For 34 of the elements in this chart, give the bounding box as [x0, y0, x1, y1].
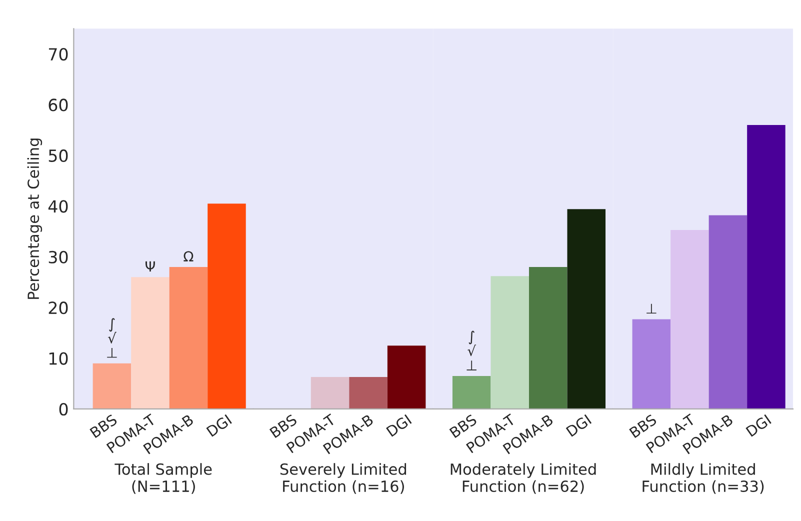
bar: [92, 363, 132, 409]
y-tick-label: 30: [48, 250, 68, 264]
bar: [528, 266, 568, 409]
y-tick-label: 0: [59, 402, 68, 416]
bar: [632, 319, 671, 409]
annotation: ∫ √ ⊥: [466, 330, 476, 370]
annotation: ⊥: [646, 304, 656, 314]
bar: [490, 276, 529, 409]
x-tick-label: DGI: [386, 414, 412, 437]
bar: [747, 125, 786, 409]
x-tick-label: DGI: [566, 414, 592, 437]
bar: [452, 376, 491, 409]
annotation: Ω: [184, 251, 194, 262]
y-tick-label: 70: [48, 48, 68, 61]
y-tick-label: 40: [48, 200, 68, 213]
x-axis-title: Total Sample (N=111): [114, 463, 212, 494]
y-tick-label: 10: [49, 352, 68, 365]
bar: [131, 277, 170, 409]
bar: [169, 266, 208, 409]
bar: [708, 215, 748, 409]
bar: [208, 204, 246, 409]
y-tick-label: 60: [48, 98, 68, 112]
x-axis-title: Mildly Limited Function (n=33): [642, 463, 764, 494]
x-axis-title: Moderately Limited Function (n=62): [450, 463, 596, 494]
y-tick-label: 20: [48, 302, 68, 314]
x-axis-title: Severely Limited Function (n=16): [280, 463, 406, 494]
x-tick-label: DGI: [746, 414, 772, 437]
y-tick-label: 50: [48, 149, 68, 162]
annotation: Ψ: [146, 261, 155, 272]
annotation: ∫ √ ⊥: [107, 318, 117, 358]
x-tick-label: DGI: [206, 414, 232, 437]
y-axis-title: Percentage at Ceiling: [27, 138, 42, 299]
bar: [567, 209, 606, 409]
bar: [670, 230, 709, 409]
